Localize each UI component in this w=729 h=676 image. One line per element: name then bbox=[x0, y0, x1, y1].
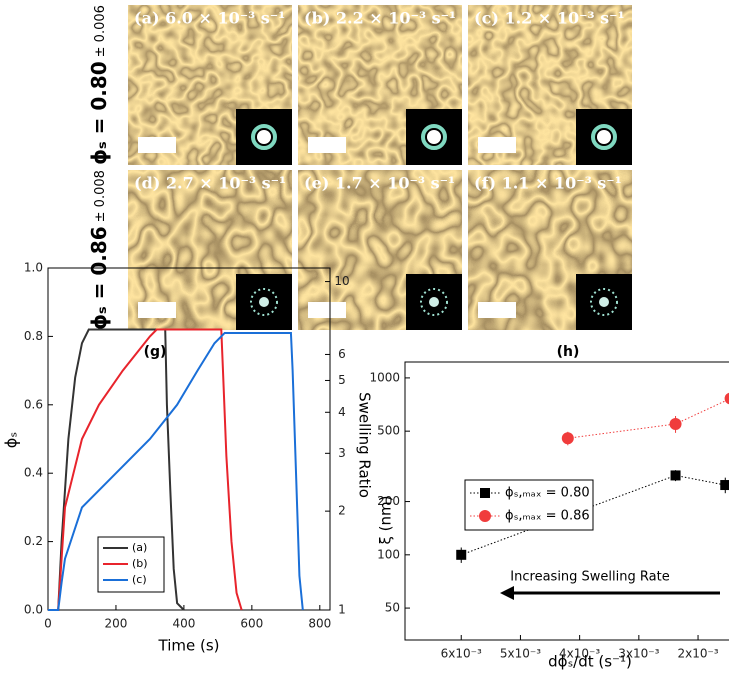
y2-axis-title: Swelling Ratio bbox=[356, 392, 374, 498]
y2-tick-label: 4 bbox=[338, 405, 346, 419]
fft-ring bbox=[590, 288, 618, 316]
fft-center bbox=[257, 130, 271, 144]
y-tick-label: 1000 bbox=[369, 370, 400, 384]
fft-ring bbox=[421, 124, 447, 150]
micrographs: (a) 6.0 × 10⁻³ s⁻¹ (b) 2.2 × 10⁻³ s⁻¹ (c) … bbox=[87, 5, 632, 330]
x-tick-label: 3x10⁻³ bbox=[618, 647, 659, 661]
fft-ring bbox=[591, 124, 617, 150]
scale-bar bbox=[138, 302, 176, 318]
y2-tick-label: 3 bbox=[338, 446, 346, 460]
panel-label: (f) 1.1 × 10⁻³ s⁻¹ bbox=[474, 174, 622, 193]
point bbox=[724, 392, 729, 405]
y-tick-label: 200 bbox=[377, 494, 400, 508]
row-error: ± 0.008 bbox=[93, 170, 108, 222]
fft-center bbox=[427, 130, 441, 144]
y2-tick-label: 1 bbox=[338, 603, 346, 617]
y-axis-title: ξ (nm) bbox=[377, 496, 395, 545]
x-axis-title: dϕₛ/dt (s⁻¹) bbox=[548, 653, 632, 671]
fft-center bbox=[259, 297, 269, 307]
panel-label: (d) 2.7 × 10⁻³ s⁻¹ bbox=[134, 174, 286, 193]
y2-tick-label: 6 bbox=[338, 347, 346, 361]
panel-label: (g) bbox=[144, 344, 167, 360]
plot-frame bbox=[404, 361, 729, 641]
scale-bar bbox=[308, 137, 346, 153]
fft-center bbox=[599, 297, 609, 307]
series-line bbox=[567, 398, 729, 439]
legend-label: ϕₛ,ₘₐₓ = 0.86 bbox=[505, 509, 590, 524]
row-label: ϕₛ = 0.80 ± 0.006 bbox=[87, 5, 111, 165]
series-line bbox=[48, 331, 304, 611]
y-tick-label: 0.8 bbox=[24, 329, 43, 343]
point bbox=[669, 417, 682, 430]
x-tick-label: 0 bbox=[44, 617, 52, 631]
y2-tick-label: 10 bbox=[334, 274, 349, 288]
row-value: ϕₛ = 0.86 bbox=[87, 226, 111, 330]
x-tick-label: 5x10⁻³ bbox=[500, 647, 541, 661]
legend-marker bbox=[480, 488, 490, 498]
legend-label: (a) bbox=[132, 541, 147, 554]
scale-bar bbox=[308, 302, 346, 318]
y-tick-label: 0.6 bbox=[24, 397, 43, 411]
y-axis-title: ϕₛ bbox=[2, 432, 21, 449]
fft-center bbox=[429, 297, 439, 307]
row-value: ϕₛ = 0.80 bbox=[87, 61, 111, 165]
point bbox=[561, 432, 574, 445]
y-tick-label: 100 bbox=[377, 547, 400, 561]
y-tick-label: 0.2 bbox=[24, 534, 43, 548]
arrow-head bbox=[500, 586, 514, 600]
series-line bbox=[48, 328, 243, 611]
y-tick-label: 0.4 bbox=[24, 466, 43, 480]
point bbox=[670, 470, 681, 481]
fft-ring bbox=[250, 288, 278, 316]
row-error: ± 0.006 bbox=[93, 5, 108, 57]
plot-frame bbox=[47, 267, 331, 611]
fft-ring bbox=[251, 124, 277, 150]
y-tick-label: 500 bbox=[377, 424, 400, 438]
x-tick-label: 600 bbox=[240, 617, 263, 631]
x-tick-label: 6x10⁻³ bbox=[441, 647, 482, 661]
fft-center bbox=[597, 130, 611, 144]
fft-ring bbox=[420, 288, 448, 316]
chart-g: 0 200 400 600 800 0.0 0.2 0.4 0.6 0.8 1.0 1 2 3 4 5 6 10 (… bbox=[2, 261, 374, 655]
x-tick-label: 200 bbox=[104, 617, 127, 631]
y-tick-label: 0.0 bbox=[24, 603, 43, 617]
point bbox=[456, 549, 467, 560]
panel-label: (e) 1.7 × 10⁻³ s⁻¹ bbox=[304, 174, 455, 193]
panel-label: (c) 1.2 × 10⁻³ s⁻¹ bbox=[474, 9, 625, 28]
x-tick-label: 4x10⁻³ bbox=[559, 647, 600, 661]
y2-tick-label: 5 bbox=[338, 373, 346, 387]
legend-label: (b) bbox=[132, 557, 148, 570]
x-tick-label: 2x10⁻³ bbox=[677, 647, 718, 661]
scale-bar bbox=[478, 302, 516, 318]
legend-label: (c) bbox=[132, 573, 147, 586]
panel-label: (b) 2.2 × 10⁻³ s⁻¹ bbox=[304, 9, 456, 28]
chart-h: 6x10⁻³5x10⁻³4x10⁻³3x10⁻³2x10⁻³1x10⁻³5010… bbox=[369, 344, 729, 671]
scale-bar bbox=[478, 137, 516, 153]
legend-label: ϕₛ,ₘₐₓ = 0.80 bbox=[505, 486, 590, 501]
panel-label: (h) bbox=[557, 344, 580, 360]
legend-marker bbox=[479, 510, 491, 522]
panel-label: (a) 6.0 × 10⁻³ s⁻¹ bbox=[134, 9, 285, 28]
x-axis-title: Time (s) bbox=[158, 637, 220, 655]
x-tick-label: 400 bbox=[172, 617, 195, 631]
point bbox=[720, 480, 729, 491]
y-tick-label: 50 bbox=[385, 601, 400, 615]
row-label: ϕₛ = 0.86 ± 0.008 bbox=[87, 170, 111, 330]
scale-bar bbox=[138, 137, 176, 153]
y-tick-label: 1.0 bbox=[24, 261, 43, 275]
annotation: Increasing Swelling Rate bbox=[510, 570, 669, 585]
y2-tick-label: 2 bbox=[338, 504, 346, 518]
x-tick-label: 800 bbox=[308, 617, 331, 631]
series-line bbox=[48, 328, 185, 611]
